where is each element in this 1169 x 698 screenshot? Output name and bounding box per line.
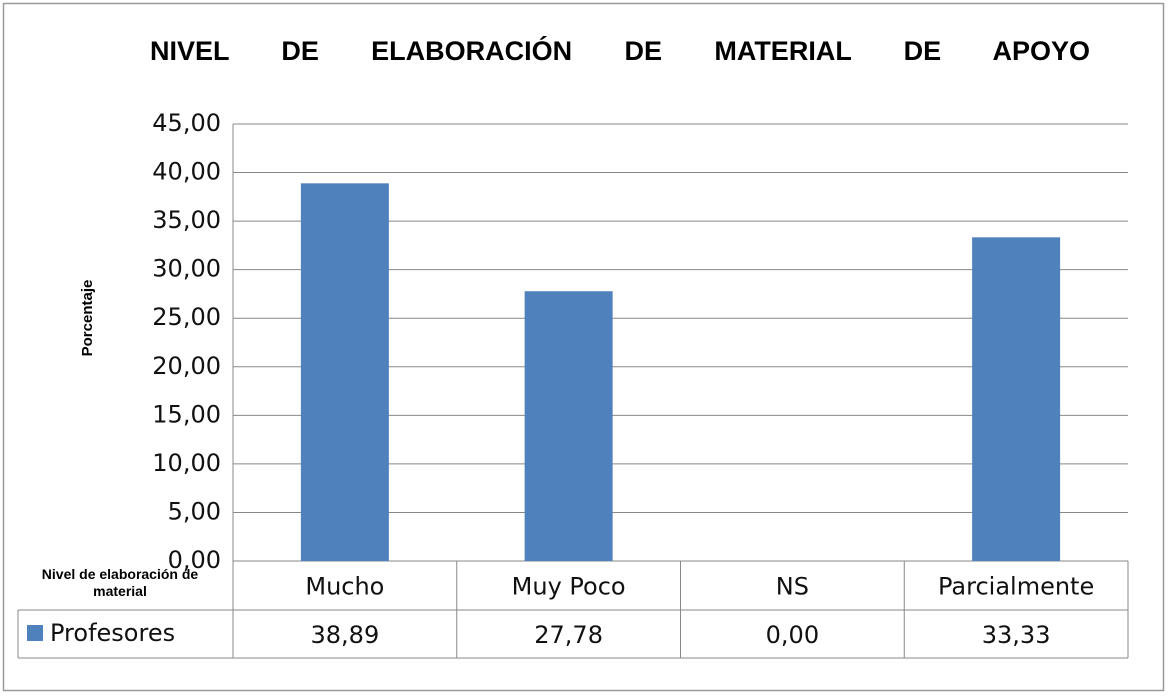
y-tick-label: 25,00 bbox=[152, 303, 221, 331]
x-axis-label: Nivel de elaboración de material bbox=[41, 566, 199, 599]
chart-title: NIVEL DE ELABORACIÓN DE MATERIAL DE APOY… bbox=[150, 36, 1090, 66]
x-tick-label: NS bbox=[776, 573, 809, 601]
y-tick-label: 5,00 bbox=[168, 497, 221, 525]
y-tick-label: 30,00 bbox=[152, 255, 221, 283]
y-tick-label: 40,00 bbox=[152, 158, 221, 186]
y-tick-label: 15,00 bbox=[152, 400, 221, 428]
data-label: 0,00 bbox=[766, 621, 819, 649]
y-tick-label: 35,00 bbox=[152, 206, 221, 234]
bar bbox=[524, 291, 613, 561]
data-label: 33,33 bbox=[982, 621, 1051, 649]
legend-swatch bbox=[27, 625, 43, 641]
y-tick-label: 45,00 bbox=[152, 109, 221, 137]
bar bbox=[972, 237, 1061, 561]
y-axis-label: Porcentaje bbox=[79, 280, 96, 357]
x-tick-label: Muy Poco bbox=[512, 573, 626, 601]
y-tick-label: 20,00 bbox=[152, 352, 221, 380]
data-label: 27,78 bbox=[534, 621, 603, 649]
bar bbox=[300, 183, 389, 561]
y-tick-label: 10,00 bbox=[152, 449, 221, 477]
legend-label: Profesores bbox=[50, 619, 175, 647]
y-tick-label: 0,00 bbox=[168, 546, 221, 574]
data-label: 38,89 bbox=[311, 621, 380, 649]
x-tick-label: Parcialmente bbox=[938, 573, 1094, 601]
x-tick-label: Mucho bbox=[305, 573, 384, 601]
